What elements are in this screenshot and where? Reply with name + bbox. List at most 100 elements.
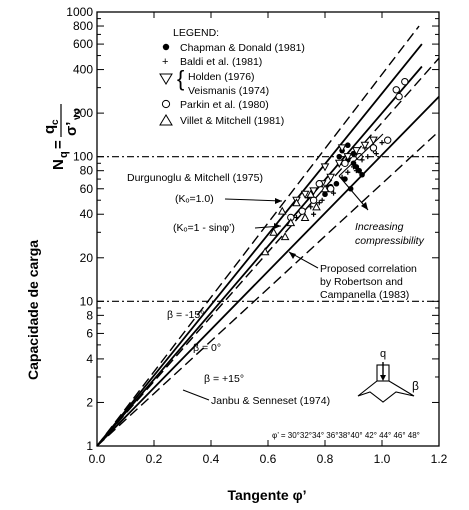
annotation-durgunoglu: Durgunoglu & Mitchell (1975) <box>127 172 263 184</box>
annotation-proposed-2: by Robertson and <box>320 276 403 288</box>
ylabel-den-sub: vo <box>72 108 83 120</box>
series-line <box>96 43 423 447</box>
y-tick-label: 1 <box>86 439 93 453</box>
annotation-ko-sin: (Kₒ=1 - sinφ’) <box>173 222 235 234</box>
y-tick-label: 10 <box>80 294 94 308</box>
legend: LEGEND: Chapman & Donald (1981) + Baldi … <box>159 27 305 127</box>
series-line <box>96 130 440 447</box>
data-point-open-circle <box>369 144 378 152</box>
legend-entry-villet: Villet & Mitchell (1981) <box>180 115 284 127</box>
annotation-phi-scale: φ’ = 30°32°34° 36°38°40° 42° 44° 46° 48° <box>272 431 420 440</box>
legend-title: LEGEND: <box>173 27 219 39</box>
data-point-filled-circle <box>345 142 351 149</box>
series-line <box>96 96 440 447</box>
y-tick-label: 100 <box>73 150 93 164</box>
inset-beta-label: β <box>412 379 419 393</box>
data-point-plus <box>331 190 337 196</box>
data-point-open-circle <box>327 185 335 193</box>
ylabel-equals: = <box>50 140 67 149</box>
data-point-plus <box>319 197 325 203</box>
annotations: Durgunoglu & Mitchell (1975) (Kₒ=1.0) (K… <box>127 133 425 440</box>
arrowhead-ko-1 <box>275 198 282 204</box>
data-point-down-triangle <box>352 147 361 156</box>
data-point-down-triangle <box>369 136 378 145</box>
data-point-open-circle <box>384 136 392 144</box>
data-point-up-triangle <box>280 232 290 241</box>
data-point-plus <box>365 154 371 160</box>
arrow-janbu <box>182 389 210 401</box>
annotation-beta-minus15: β = -15° <box>167 309 204 321</box>
annotation-janbu: Janbu & Senneset (1974) <box>211 395 330 407</box>
data-point-plus <box>322 191 328 197</box>
data-point-up-triangle <box>269 227 279 236</box>
data-point-up-triangle <box>300 212 310 221</box>
x-tick-label: 0.2 <box>146 452 163 466</box>
data-point-plus <box>342 176 348 182</box>
data-point-open-circle <box>315 180 323 188</box>
annotation-proposed-1: Proposed correlation <box>320 263 417 275</box>
annotation-ko-1: (Kₒ=1.0) <box>175 193 214 205</box>
legend-marker-down-triangle <box>159 73 173 85</box>
legend-marker-open-circle <box>161 99 171 109</box>
reference-lines <box>97 156 439 302</box>
ylabel-n-sub: q <box>58 151 70 158</box>
data-point-open-circle <box>309 196 318 204</box>
data-point-filled-circle <box>353 164 360 170</box>
x-tick-label: 1.0 <box>374 452 391 466</box>
data-point-plus <box>294 214 299 220</box>
data-point-open-circle <box>401 77 409 86</box>
data-point-down-triangle <box>300 190 310 199</box>
y-tick-label: 20 <box>80 251 94 265</box>
legend-entry-parkin: Parkin et al. (1980) <box>180 99 269 111</box>
data-point-up-triangle <box>306 189 316 198</box>
y-tick-label: 800 <box>73 19 93 33</box>
y-tick-label: 2 <box>86 395 93 409</box>
series-line <box>96 25 420 447</box>
annotation-proposed-3: Campanella (1983) <box>320 289 409 301</box>
ylabel-num: q <box>41 125 58 134</box>
arrowhead-ko-sin <box>274 223 281 229</box>
annotation-beta-0: β = 0° <box>193 342 221 354</box>
ylabel-den: σ’ <box>63 122 80 136</box>
data-point-up-triangle <box>286 218 296 227</box>
x-tick-label: 0.0 <box>89 452 106 466</box>
data-point-plus <box>345 169 351 175</box>
y-tick-label: 6 <box>86 326 93 340</box>
x-tick-label: 0.4 <box>203 452 220 466</box>
y-tick-label: 1000 <box>66 5 93 19</box>
annotation-increasing-2: compressibility <box>355 235 425 247</box>
data-point-down-triangle <box>320 163 330 172</box>
cone-inset: q β <box>357 348 419 403</box>
y-axis-title: Capacidade de carga <box>25 240 41 380</box>
legend-entry-baldi: Baldi et al. (1981) <box>180 56 262 68</box>
series-lines <box>96 25 440 447</box>
data-point-down-triangle <box>343 153 353 162</box>
ylabel-num-sub: c <box>50 119 61 125</box>
axis-ticks <box>96 11 440 447</box>
y-tick-label: 4 <box>86 352 93 366</box>
data-point-open-circle <box>392 86 400 94</box>
data-point-up-triangle <box>260 247 270 256</box>
annotation-increasing-1: Increasing <box>355 221 404 233</box>
data-point-filled-circle <box>356 167 363 174</box>
data-point-filled-circle <box>359 171 365 178</box>
data-point-up-triangle <box>320 184 330 193</box>
y-tick-label: 400 <box>73 63 93 77</box>
legend-marker-filled-circle <box>162 43 170 51</box>
legend-brace: { <box>177 66 184 91</box>
ylabel-n: N <box>50 159 67 170</box>
data-point-down-triangle <box>360 141 370 150</box>
data-point-plus <box>353 168 359 174</box>
inset-arrowhead <box>380 375 386 381</box>
y-tick-label: 40 <box>80 207 94 221</box>
series-line <box>96 57 440 447</box>
y-tick-label: 8 <box>86 308 93 322</box>
x-tick-label: 0.6 <box>260 452 277 466</box>
y-equation-label: N q = q c σ’ vo <box>41 104 83 170</box>
legend-entry-veismanis: Veismanis (1974) <box>188 85 269 97</box>
y-tick-label: 600 <box>73 37 93 51</box>
y-tick-label: 80 <box>80 164 94 178</box>
data-point-plus <box>379 140 385 146</box>
x-axis-title: Tangente φ’ <box>228 487 307 503</box>
arrow-compressibility <box>338 133 384 177</box>
